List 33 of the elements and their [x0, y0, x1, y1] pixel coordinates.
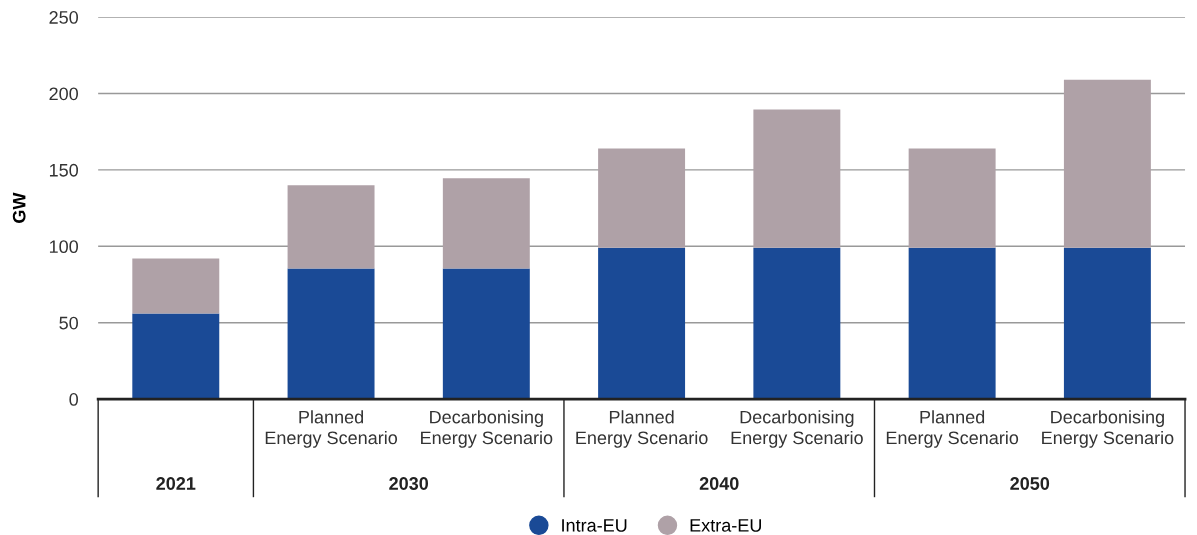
bar — [908, 247, 996, 400]
x-tick-label: Planned Energy Scenario — [576, 410, 708, 448]
y-axis-title: GW — [12, 192, 26, 223]
text: 2040 — [699, 477, 739, 490]
x-tick-label: Planned Energy Scenario — [265, 410, 398, 448]
y-tick-label: 150 — [49, 163, 79, 177]
bar — [598, 247, 686, 400]
bar — [598, 148, 686, 248]
text: 2030 — [389, 477, 429, 490]
bar — [1063, 79, 1151, 248]
y-tick-label: 250 — [49, 11, 79, 24]
x-tick-label: Decarbonising Energy Scenario — [731, 410, 863, 448]
bar — [908, 148, 996, 248]
bar — [132, 258, 220, 314]
y-tick-label: 200 — [49, 87, 79, 101]
y-tick-label: 0 — [69, 393, 78, 406]
bar — [442, 268, 530, 400]
x-tick-label: Planned Energy Scenario — [886, 410, 1019, 448]
bar — [132, 313, 220, 400]
x-tick-label: Decarbonising Energy Scenario — [1042, 410, 1174, 448]
x-tick-label: Decarbonising Energy Scenario — [421, 410, 553, 448]
bar — [753, 247, 841, 400]
y-tick-label: 50 — [59, 316, 79, 330]
bar — [287, 185, 375, 269]
text: 2050 — [1010, 477, 1050, 490]
bar — [753, 109, 841, 248]
bar — [442, 178, 530, 269]
legend-label: Intra-EU — [562, 519, 627, 532]
legend-label: Extra-EU — [690, 519, 761, 532]
bar — [1063, 247, 1151, 400]
bar — [287, 268, 375, 400]
text: 2021 — [156, 477, 196, 490]
y-tick-label: 100 — [49, 240, 79, 254]
